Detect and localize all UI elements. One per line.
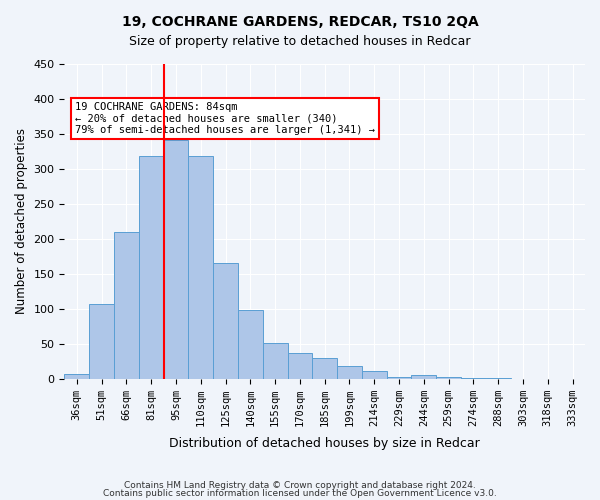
Bar xyxy=(213,264,238,378)
Bar xyxy=(89,304,114,378)
Bar xyxy=(188,156,213,378)
Text: 19, COCHRANE GARDENS, REDCAR, TS10 2QA: 19, COCHRANE GARDENS, REDCAR, TS10 2QA xyxy=(122,15,478,29)
Bar xyxy=(139,156,164,378)
Bar xyxy=(313,358,337,378)
Bar xyxy=(412,375,436,378)
Text: Contains public sector information licensed under the Open Government Licence v3: Contains public sector information licen… xyxy=(103,488,497,498)
Bar xyxy=(238,310,263,378)
Text: Size of property relative to detached houses in Redcar: Size of property relative to detached ho… xyxy=(129,35,471,48)
Bar xyxy=(287,354,313,378)
Bar xyxy=(164,140,188,378)
Bar xyxy=(114,232,139,378)
Y-axis label: Number of detached properties: Number of detached properties xyxy=(15,128,28,314)
Text: 19 COCHRANE GARDENS: 84sqm
← 20% of detached houses are smaller (340)
79% of sem: 19 COCHRANE GARDENS: 84sqm ← 20% of deta… xyxy=(75,102,375,135)
Text: Contains HM Land Registry data © Crown copyright and database right 2024.: Contains HM Land Registry data © Crown c… xyxy=(124,481,476,490)
Bar xyxy=(64,374,89,378)
Bar xyxy=(337,366,362,378)
Bar xyxy=(263,343,287,378)
X-axis label: Distribution of detached houses by size in Redcar: Distribution of detached houses by size … xyxy=(169,437,480,450)
Bar xyxy=(386,376,412,378)
Bar xyxy=(362,371,386,378)
